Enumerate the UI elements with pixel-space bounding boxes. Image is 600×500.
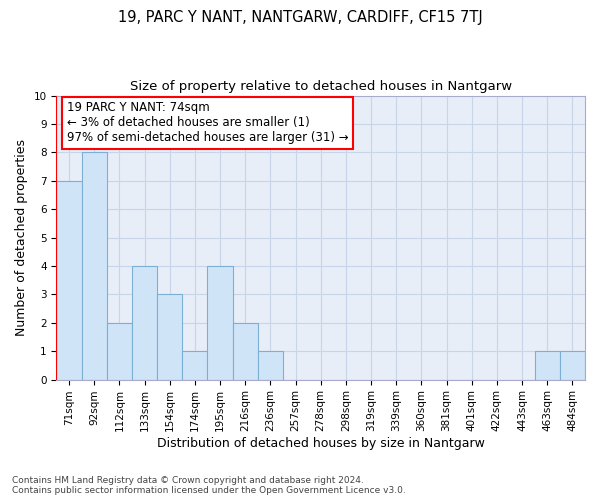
Bar <box>560 351 585 380</box>
Bar <box>233 323 258 380</box>
Bar <box>535 351 560 380</box>
Title: Size of property relative to detached houses in Nantgarw: Size of property relative to detached ho… <box>130 80 512 93</box>
Bar <box>182 351 208 380</box>
Y-axis label: Number of detached properties: Number of detached properties <box>15 139 28 336</box>
Bar <box>157 294 182 380</box>
Bar <box>208 266 233 380</box>
Text: 19, PARC Y NANT, NANTGARW, CARDIFF, CF15 7TJ: 19, PARC Y NANT, NANTGARW, CARDIFF, CF15… <box>118 10 482 25</box>
Bar <box>132 266 157 380</box>
Bar <box>258 351 283 380</box>
Bar <box>82 152 107 380</box>
X-axis label: Distribution of detached houses by size in Nantgarw: Distribution of detached houses by size … <box>157 437 485 450</box>
Text: 19 PARC Y NANT: 74sqm
← 3% of detached houses are smaller (1)
97% of semi-detach: 19 PARC Y NANT: 74sqm ← 3% of detached h… <box>67 101 349 144</box>
Text: Contains HM Land Registry data © Crown copyright and database right 2024.
Contai: Contains HM Land Registry data © Crown c… <box>12 476 406 495</box>
Bar <box>56 181 82 380</box>
Bar <box>107 323 132 380</box>
